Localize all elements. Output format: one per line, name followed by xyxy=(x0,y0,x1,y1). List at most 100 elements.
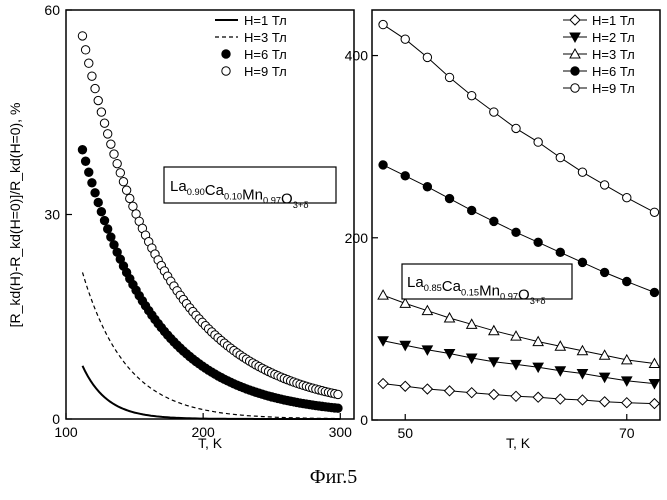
left-series-point xyxy=(99,215,110,226)
left-series-point xyxy=(80,45,91,55)
right-series-point xyxy=(533,237,543,248)
left-formula-annotation: La0.90Ca0.10Mn0.97O3+δ xyxy=(163,166,337,210)
right-series-point xyxy=(466,205,477,216)
right-series-point xyxy=(620,376,633,387)
right-series-point xyxy=(443,385,456,397)
right-series-point xyxy=(621,396,633,409)
right-series-point xyxy=(377,336,389,347)
left-series-point xyxy=(90,188,100,198)
right-series-point xyxy=(622,276,632,287)
right-y-tick-label: 0 xyxy=(360,412,368,428)
right-series-point xyxy=(532,362,545,374)
right-series-point xyxy=(378,160,388,170)
right-series-point xyxy=(399,340,412,352)
right-series-point xyxy=(378,19,388,30)
right-legend-label: H=2 Тл xyxy=(592,30,635,45)
right-series-point xyxy=(598,372,611,384)
right-series-point xyxy=(511,123,521,134)
right-series-point xyxy=(489,216,499,227)
right-series-point xyxy=(421,345,434,356)
left-series-point xyxy=(109,149,119,159)
right-series-point xyxy=(554,366,567,377)
left-y-tick-label: 30 xyxy=(44,207,60,223)
left-series-point xyxy=(77,145,88,155)
right-legend-swatch xyxy=(570,66,580,76)
left-series-point xyxy=(121,185,132,195)
right-series-point xyxy=(576,344,589,356)
right-series-point xyxy=(465,353,478,365)
left-series-point xyxy=(77,31,88,41)
right-series-point xyxy=(444,72,455,83)
right-plot-frame xyxy=(371,9,661,421)
left-legend-label: H=9 Тл xyxy=(244,64,287,79)
right-legend-label: H=6 Тл xyxy=(592,64,635,79)
left-legend-swatch xyxy=(221,66,231,76)
right-legend: H=1 Тл H=2 Тл H=3 Тл H=6 Тл H=9 Тл xyxy=(556,12,656,102)
right-legend-swatch xyxy=(569,14,581,26)
left-series-point xyxy=(96,207,107,217)
right-series-point xyxy=(488,388,500,401)
right-series-point xyxy=(577,167,588,177)
left-series-point xyxy=(99,118,110,128)
right-series-point xyxy=(599,267,610,278)
left-series-point xyxy=(106,232,116,242)
right-series-point xyxy=(487,357,500,368)
left-series-point xyxy=(112,158,122,169)
left-legend-label: H=1 Тл xyxy=(244,13,287,28)
right-series-point xyxy=(377,289,389,300)
right-series-point xyxy=(622,192,632,203)
right-x-axis-label: T, K xyxy=(506,435,531,451)
left-series-point xyxy=(87,71,97,81)
right-series-point xyxy=(510,390,522,403)
right-series-point xyxy=(555,247,566,258)
right-series-point xyxy=(576,394,589,406)
left-series-point xyxy=(118,177,129,187)
right-series-point xyxy=(532,335,545,347)
figure-caption: Фиг.5 xyxy=(309,466,358,488)
left-x-tick-label: 100 xyxy=(54,424,78,440)
left-y-tick-label: 0 xyxy=(52,411,60,427)
right-series-point xyxy=(489,107,499,117)
left-series-point xyxy=(106,139,116,149)
right-series-point xyxy=(649,207,660,217)
right-series-point xyxy=(465,318,478,329)
right-series-point xyxy=(422,182,433,192)
right-formula-annotation: La0.85Ca0.15Mn0.97O3+δ xyxy=(401,263,573,306)
left-series-point xyxy=(93,197,103,208)
left-series-point xyxy=(93,95,103,106)
right-series-point xyxy=(554,393,567,405)
right-series-point xyxy=(443,311,456,323)
right-series-point xyxy=(400,171,410,181)
left-y-axis-label: [R_kd(H)-R_kd(H=0)]/R_kd(H=0), % xyxy=(7,103,23,328)
right-legend-label: H=1 Тл xyxy=(592,13,635,28)
right-series-point xyxy=(620,353,633,365)
left-series-point xyxy=(84,58,94,68)
right-series-point xyxy=(399,380,411,392)
right-series-point xyxy=(510,330,522,341)
left-series-point xyxy=(115,168,126,178)
right-series-point xyxy=(511,227,521,238)
right-series-point xyxy=(421,304,434,316)
right-x-tick-label: 50 xyxy=(397,425,413,441)
right-legend-swatch xyxy=(570,83,580,93)
right-series-point xyxy=(443,348,456,360)
right-series-point xyxy=(577,257,588,268)
right-series-point xyxy=(444,193,455,204)
right-series-point xyxy=(648,397,661,410)
right-series-point xyxy=(377,377,389,390)
right-series-point xyxy=(465,386,478,399)
right-series-point xyxy=(599,180,610,190)
right-series-point xyxy=(532,391,544,403)
left-series-point xyxy=(333,389,343,400)
left-legend-label: H=6 Тл xyxy=(244,47,287,62)
right-series-point xyxy=(576,369,589,380)
right-series-point xyxy=(422,52,433,63)
right-y-tick-label: 200 xyxy=(345,230,369,246)
right-series-point xyxy=(533,137,543,147)
right-legend-swatch xyxy=(569,32,581,44)
right-legend-label: H=9 Тл xyxy=(592,81,635,96)
left-formula-text: La0.90Ca0.10Mn0.97O3+δ xyxy=(170,178,309,210)
left-series-line xyxy=(81,272,341,420)
